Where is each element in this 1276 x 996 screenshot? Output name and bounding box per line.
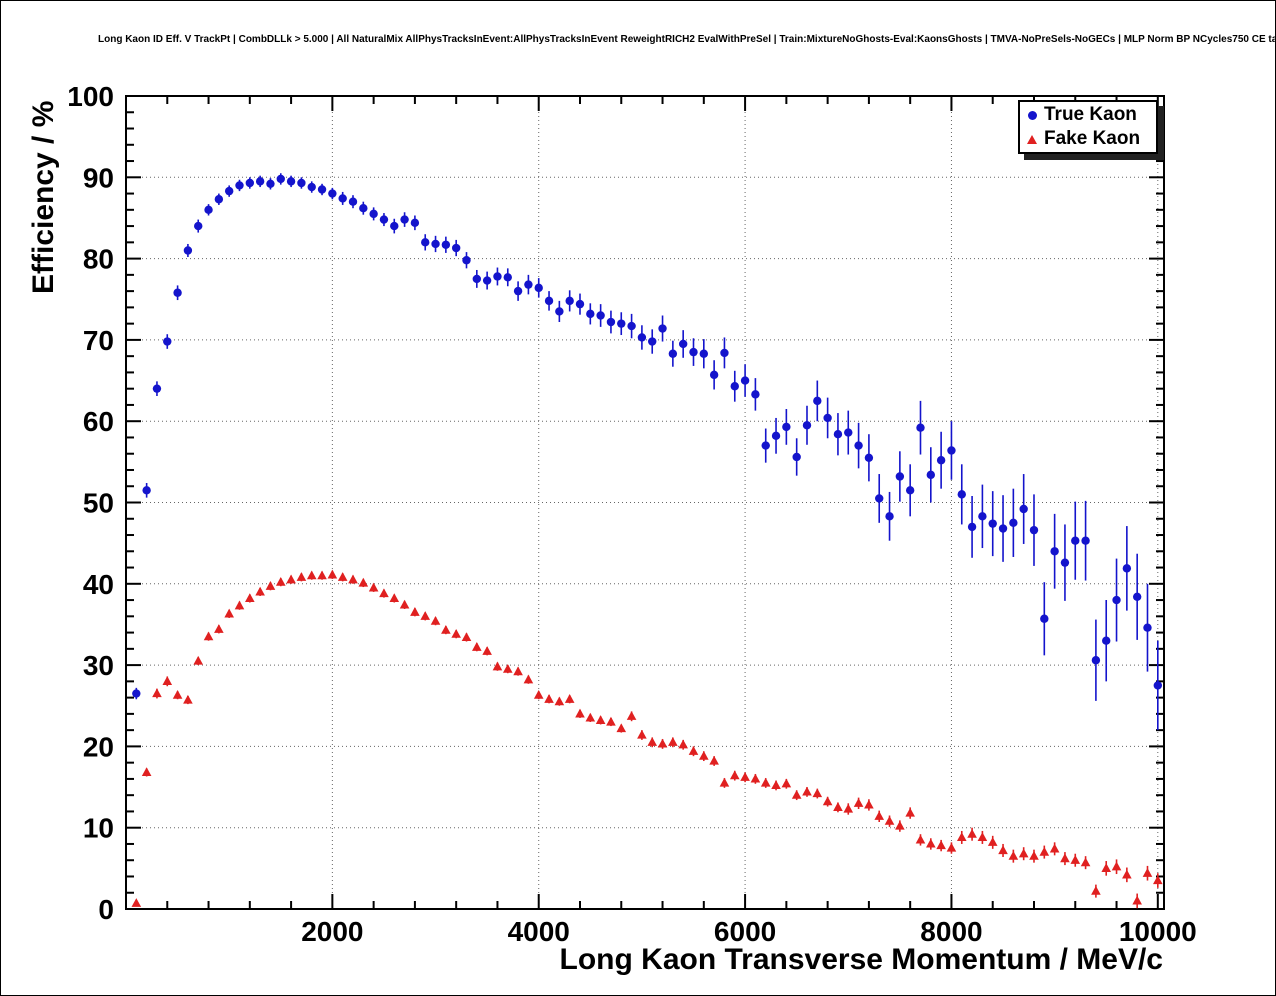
- svg-text:30: 30: [83, 650, 114, 681]
- y-axis-title: Efficiency / %: [27, 100, 60, 294]
- svg-text:6000: 6000: [714, 916, 776, 947]
- svg-text:100: 100: [67, 81, 114, 112]
- triangle-marker-icon: [1027, 134, 1037, 144]
- x-axis-title: Long Kaon Transverse Momentum / MeV/c: [559, 943, 1163, 976]
- svg-text:4000: 4000: [508, 916, 570, 947]
- svg-text:60: 60: [83, 406, 114, 437]
- true-kaon-marker-icon: [1020, 110, 1044, 120]
- svg-text:80: 80: [83, 244, 114, 275]
- legend-entry-true-kaon: True Kaon: [1020, 103, 1156, 127]
- svg-text:2000: 2000: [301, 916, 363, 947]
- legend-label: True Kaon: [1044, 104, 1137, 125]
- legend-entry-fake-kaon: Fake Kaon: [1020, 127, 1156, 151]
- legend: True Kaon Fake Kaon: [1018, 100, 1158, 154]
- svg-text:50: 50: [83, 488, 114, 519]
- svg-text:8000: 8000: [920, 916, 982, 947]
- svg-text:70: 70: [83, 325, 114, 356]
- plot-title: Long Kaon ID Eff. V TrackPt | CombDLLk >…: [98, 34, 1275, 45]
- svg-text:20: 20: [83, 731, 114, 762]
- svg-text:10000: 10000: [1119, 916, 1197, 947]
- legend-label: Fake Kaon: [1044, 128, 1141, 149]
- svg-text:90: 90: [83, 162, 114, 193]
- svg-text:0: 0: [98, 894, 114, 925]
- svg-text:40: 40: [83, 569, 114, 600]
- circle-marker-icon: [1027, 110, 1037, 120]
- fake-kaon-marker-icon: [1020, 134, 1044, 144]
- svg-text:10: 10: [83, 813, 114, 844]
